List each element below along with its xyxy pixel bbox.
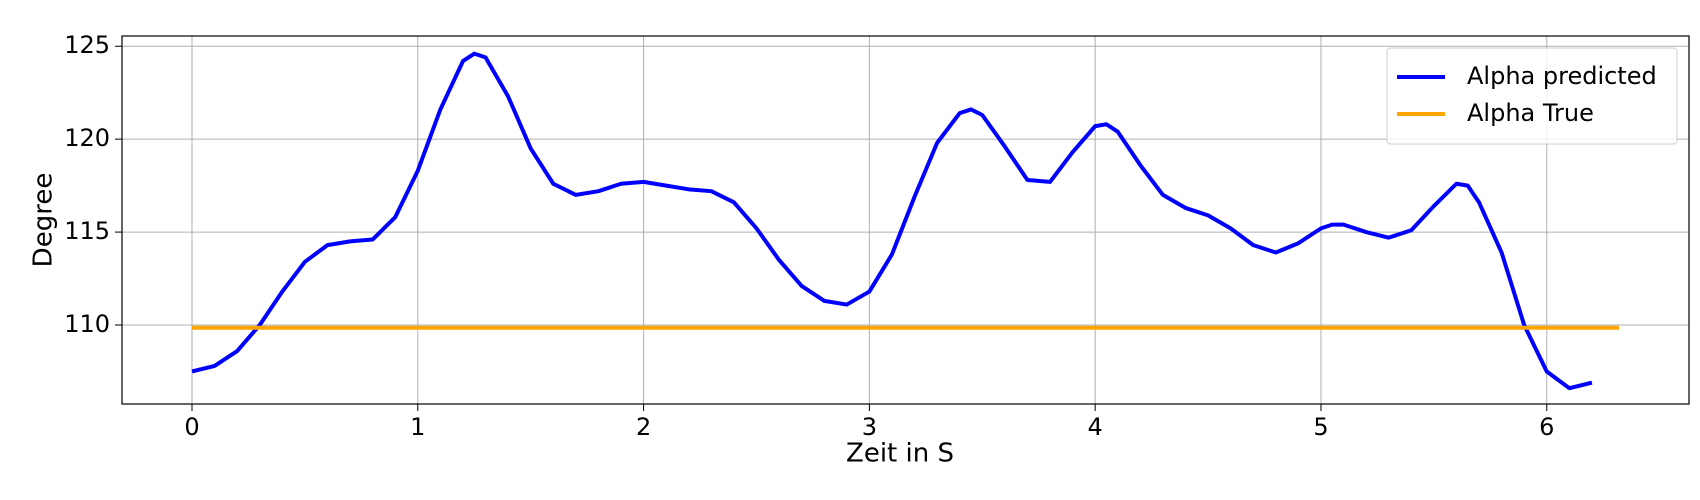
x-tick-label: 1 xyxy=(410,413,425,441)
legend-label: Alpha predicted xyxy=(1467,62,1657,90)
x-tick-label: 6 xyxy=(1539,413,1554,441)
x-tick-label: 2 xyxy=(636,413,651,441)
legend-label: Alpha True xyxy=(1467,99,1594,127)
legend: Alpha predicted Alpha True xyxy=(1386,47,1678,145)
x-tick-label: 3 xyxy=(862,413,877,441)
plot-frame xyxy=(121,35,1690,405)
x-tick-label: 5 xyxy=(1313,413,1328,441)
x-tick-label: 4 xyxy=(1088,413,1103,441)
y-tick-label: 125 xyxy=(64,31,110,59)
y-tick-label: 115 xyxy=(64,217,110,245)
x-tick-label: 0 xyxy=(184,413,199,441)
x-axis-label: Zeit in S xyxy=(846,439,954,469)
legend-box xyxy=(1386,47,1678,145)
data-line xyxy=(191,51,1593,391)
y-axis-label: Degree xyxy=(29,173,59,268)
y-tick-label: 120 xyxy=(64,124,110,152)
y-tick-label: 110 xyxy=(64,310,110,338)
